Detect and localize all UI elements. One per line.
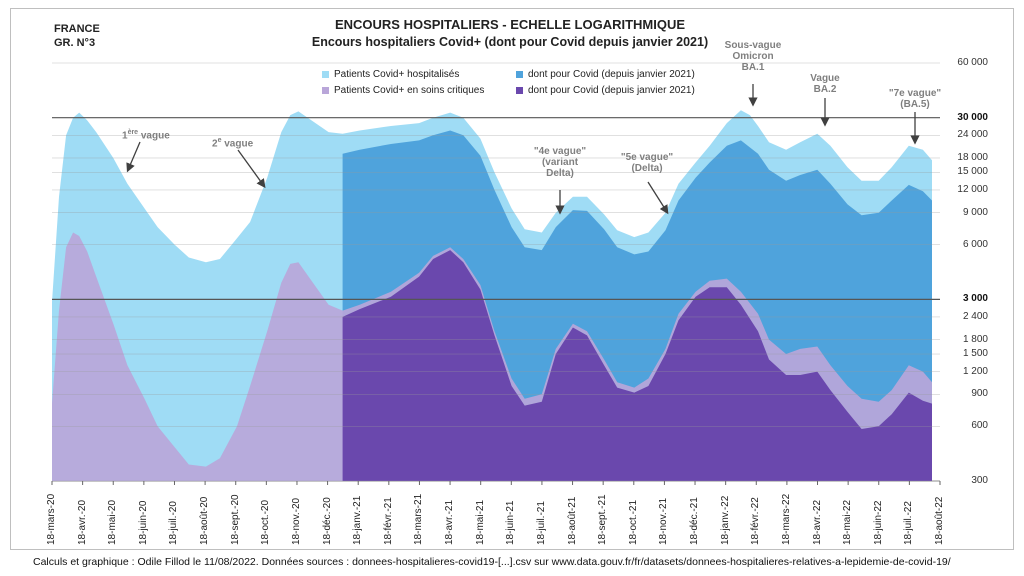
legend-item-hosp: Patients Covid+ hospitalisés xyxy=(322,69,459,80)
annotation-ba5: "7e vague" (BA.5) xyxy=(888,88,942,110)
x-tick-label: 18-mars-21 xyxy=(413,493,425,545)
x-tick-label: 18-mars-22 xyxy=(780,493,792,545)
x-tick-label: 18-mai-22 xyxy=(842,499,854,545)
x-tick-label: 18-mars-20 xyxy=(46,493,57,545)
y-tick-label: 24 000 xyxy=(957,129,988,141)
y-tick-label: 600 xyxy=(971,420,988,432)
legend-swatch xyxy=(516,87,523,94)
y-tick-label: 900 xyxy=(971,388,988,400)
x-tick-label: 18-mai-20 xyxy=(107,499,119,545)
chart-frame xyxy=(10,8,1014,550)
x-tick-label: 18-juin-22 xyxy=(872,500,884,545)
y-tick-label: 1 500 xyxy=(962,348,988,360)
footer-source: Calculs et graphique : Odile Fillod le 1… xyxy=(33,556,951,568)
y-tick-label: 60 000 xyxy=(957,57,988,68)
x-tick-label: 18-mai-21 xyxy=(474,499,486,545)
arrow-wave1 xyxy=(126,141,141,173)
y-tick-label: 30 000 xyxy=(957,111,988,123)
annotation-wave1: 1ère vague xyxy=(122,129,170,142)
y-tick-label: 6 000 xyxy=(962,238,988,250)
x-tick-label: 18-sept.-21 xyxy=(597,494,609,545)
chart-subtitle: Encours hospitaliers Covid+ (dont pour C… xyxy=(311,35,709,49)
annotation-ba2: Vague BA.2 xyxy=(810,73,840,95)
legend-item-crit: Patients Covid+ en soins critiques xyxy=(322,85,484,96)
y-tick-label: 300 xyxy=(971,475,988,486)
y-tick-label: 3 000 xyxy=(962,293,988,305)
x-tick-label: 18-oct.-20 xyxy=(260,499,272,545)
x-tick-label: 18-août-21 xyxy=(566,496,578,545)
y-tick-label: 2 400 xyxy=(962,310,988,322)
annotation-wave4: "4e vague" (variant Delta) xyxy=(533,146,587,179)
x-tick-label: 18-janv.-22 xyxy=(719,495,731,545)
country-label: FRANCE xyxy=(54,23,100,35)
y-tick-label: 9 000 xyxy=(962,206,988,218)
annotation-wave2: 2e vague xyxy=(212,137,254,150)
x-tick-label: 18-août-20 xyxy=(199,496,211,545)
legend-swatch xyxy=(322,71,329,78)
legend-item-hosp-covid: dont pour Covid (depuis janvier 2021) xyxy=(516,69,695,80)
x-tick-label: 18-avr.-21 xyxy=(444,499,456,545)
y-tick-label: 1 200 xyxy=(962,365,988,377)
x-tick-label: 18-août-22 xyxy=(934,496,945,545)
x-tick-label: 18-juil.-22 xyxy=(903,501,915,545)
x-tick-label: 18-sept.-20 xyxy=(229,494,241,545)
x-tick-label: 18-oct.-21 xyxy=(627,499,639,545)
y-tick-label: 12 000 xyxy=(957,183,988,195)
annotation-omicron: Sous-vague Omicron BA.1 xyxy=(724,40,782,73)
legend-label: Patients Covid+ en soins critiques xyxy=(334,85,485,96)
x-tick-label: 18-avr.-20 xyxy=(76,499,88,545)
x-tick-label: 18-nov.-20 xyxy=(290,497,302,545)
x-tick-label: 18-juin-21 xyxy=(505,500,517,545)
arrow-wave2 xyxy=(237,149,266,189)
x-tick-label: 18-juil.-20 xyxy=(168,501,180,545)
x-tick-label: 18-avr.-22 xyxy=(811,499,823,545)
annotation-wave5: "5e vague" (Delta) xyxy=(620,152,674,174)
legend-label: dont pour Covid (depuis janvier 2021) xyxy=(528,69,695,80)
legend-swatch xyxy=(322,87,329,94)
legend-item-crit-covid: dont pour Covid (depuis janvier 2021) xyxy=(516,85,695,96)
x-tick-label: 18-févr.-22 xyxy=(750,497,762,545)
graph-number: GR. N°3 xyxy=(54,37,96,49)
x-tick-label: 18-juil.-21 xyxy=(535,501,547,545)
x-tick-label: 18-févr.-21 xyxy=(382,497,394,545)
y-tick-label: 18 000 xyxy=(957,151,988,163)
x-tick-label: 18-déc.-20 xyxy=(321,497,333,545)
x-tick-label: 18-juin-20 xyxy=(137,500,149,545)
legend-swatch xyxy=(516,71,523,78)
x-tick-label: 18-nov.-21 xyxy=(658,497,670,545)
x-tick-label: 18-déc.-21 xyxy=(689,497,701,545)
y-tick-label: 15 000 xyxy=(957,166,988,178)
y-tick-label: 1 800 xyxy=(962,333,988,345)
arrow-wave5 xyxy=(647,181,669,215)
legend-label: dont pour Covid (depuis janvier 2021) xyxy=(528,85,695,96)
legend-label: Patients Covid+ hospitalisés xyxy=(334,69,460,80)
x-tick-label: 18-janv.-21 xyxy=(352,495,364,545)
area-crit-for-covid xyxy=(342,250,933,481)
chart-title: ENCOURS HOSPITALIERS - ECHELLE LOGARITHM… xyxy=(334,17,686,32)
